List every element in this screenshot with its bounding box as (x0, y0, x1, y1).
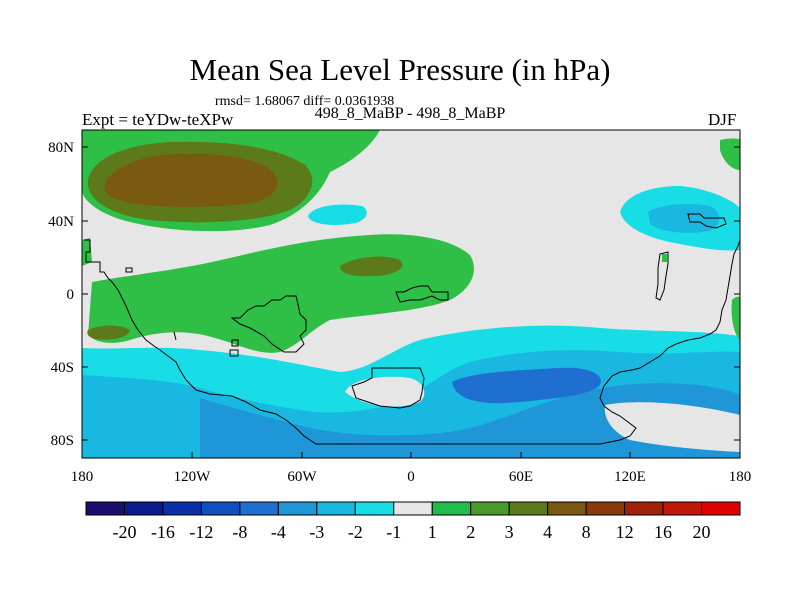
colorbar-swatch (701, 501, 741, 516)
colorbar-swatch (239, 501, 279, 516)
colorbar-label: 12 (616, 522, 634, 542)
colorbar-swatch (624, 501, 664, 516)
colorbar-label: 3 (505, 522, 514, 542)
green-patch-east (720, 138, 740, 170)
lat-label: 0 (67, 287, 75, 303)
lat-label: 40S (51, 360, 74, 376)
lon-label: 120W (174, 469, 212, 485)
colorbar-swatch (162, 501, 202, 516)
lon-label: 60W (287, 469, 317, 485)
sky-patch-east-asia (648, 204, 720, 233)
season-label: DJF (708, 110, 737, 129)
lat-label: 40N (48, 214, 74, 230)
neutral-patch-se-pacific (604, 402, 740, 452)
colorbar-swatch (85, 501, 125, 516)
colorbar-label: 8 (582, 522, 591, 542)
case-label: 498_8_MaBP - 498_8_MaBP (314, 105, 506, 122)
colorbar-swatch (200, 501, 241, 516)
lat-label: 80S (51, 433, 74, 449)
dark-green-patch-central (340, 256, 403, 277)
lon-label: 60E (509, 469, 533, 485)
rmsd-diff-stats: rmsd= 1.68067 diff= 0.0361938 (215, 94, 395, 109)
plot-title: Mean Sea Level Pressure (in hPa) (189, 52, 611, 87)
blue-band-south (200, 383, 740, 458)
coastlines (84, 213, 740, 445)
colorbar-label: -1 (386, 522, 401, 542)
colorbar-label: -4 (271, 522, 286, 542)
map-field (82, 130, 740, 458)
lat-label: 80N (48, 140, 74, 156)
colorbar-label: 16 (654, 522, 672, 542)
colorbar-swatch (585, 501, 626, 516)
colorbar-label: -3 (309, 522, 324, 542)
colorbar-swatch (431, 501, 472, 516)
colorbar-swatch (508, 501, 549, 516)
cyan-patch-north-pacific (308, 204, 367, 225)
neutral-patch-south-atlantic (345, 376, 425, 407)
green-speck (662, 254, 667, 262)
colorbar-label: -8 (232, 522, 247, 542)
colorbar-swatch (662, 501, 703, 516)
latitude-labels: 80N 40N 0 40S 80S (48, 140, 74, 449)
green-patch-east-south (731, 296, 740, 340)
lon-label: 120E (614, 469, 646, 485)
colorbar-label: 20 (693, 522, 711, 542)
lon-label: 180 (71, 469, 94, 485)
colorbar-swatch (547, 501, 587, 516)
experiment-label: Expt = teYDw-teXPw (82, 110, 234, 129)
colorbar-label: 4 (543, 522, 552, 542)
colorbar-swatch (470, 501, 510, 516)
dark-green-patch-west (87, 325, 130, 340)
colorbar-label: -2 (348, 522, 363, 542)
colorbar-label: -20 (112, 522, 136, 542)
colorbar-swatch (123, 501, 164, 516)
brown-arctic (104, 153, 278, 207)
colorbar-label: 1 (428, 522, 437, 542)
colorbar-swatch (277, 501, 318, 516)
longitude-labels: 180 120W 60W 0 60E 120E 180 (71, 469, 752, 485)
axis-ticks (81, 146, 741, 458)
colorbar-swatch (393, 501, 433, 516)
colorbar-label: -12 (189, 522, 213, 542)
colorbar-swatch (354, 501, 395, 516)
deep-blue-patch (452, 367, 601, 404)
colorbar-swatch (316, 501, 356, 516)
colorbar-label: -16 (151, 522, 175, 542)
colorbar: -20 -16 -12 -8 -4 -3 -2 -1 1 2 3 4 8 12 16 20 (85, 501, 741, 542)
lon-label: 180 (729, 469, 752, 485)
lon-label: 0 (407, 469, 415, 485)
colorbar-label: 2 (466, 522, 475, 542)
